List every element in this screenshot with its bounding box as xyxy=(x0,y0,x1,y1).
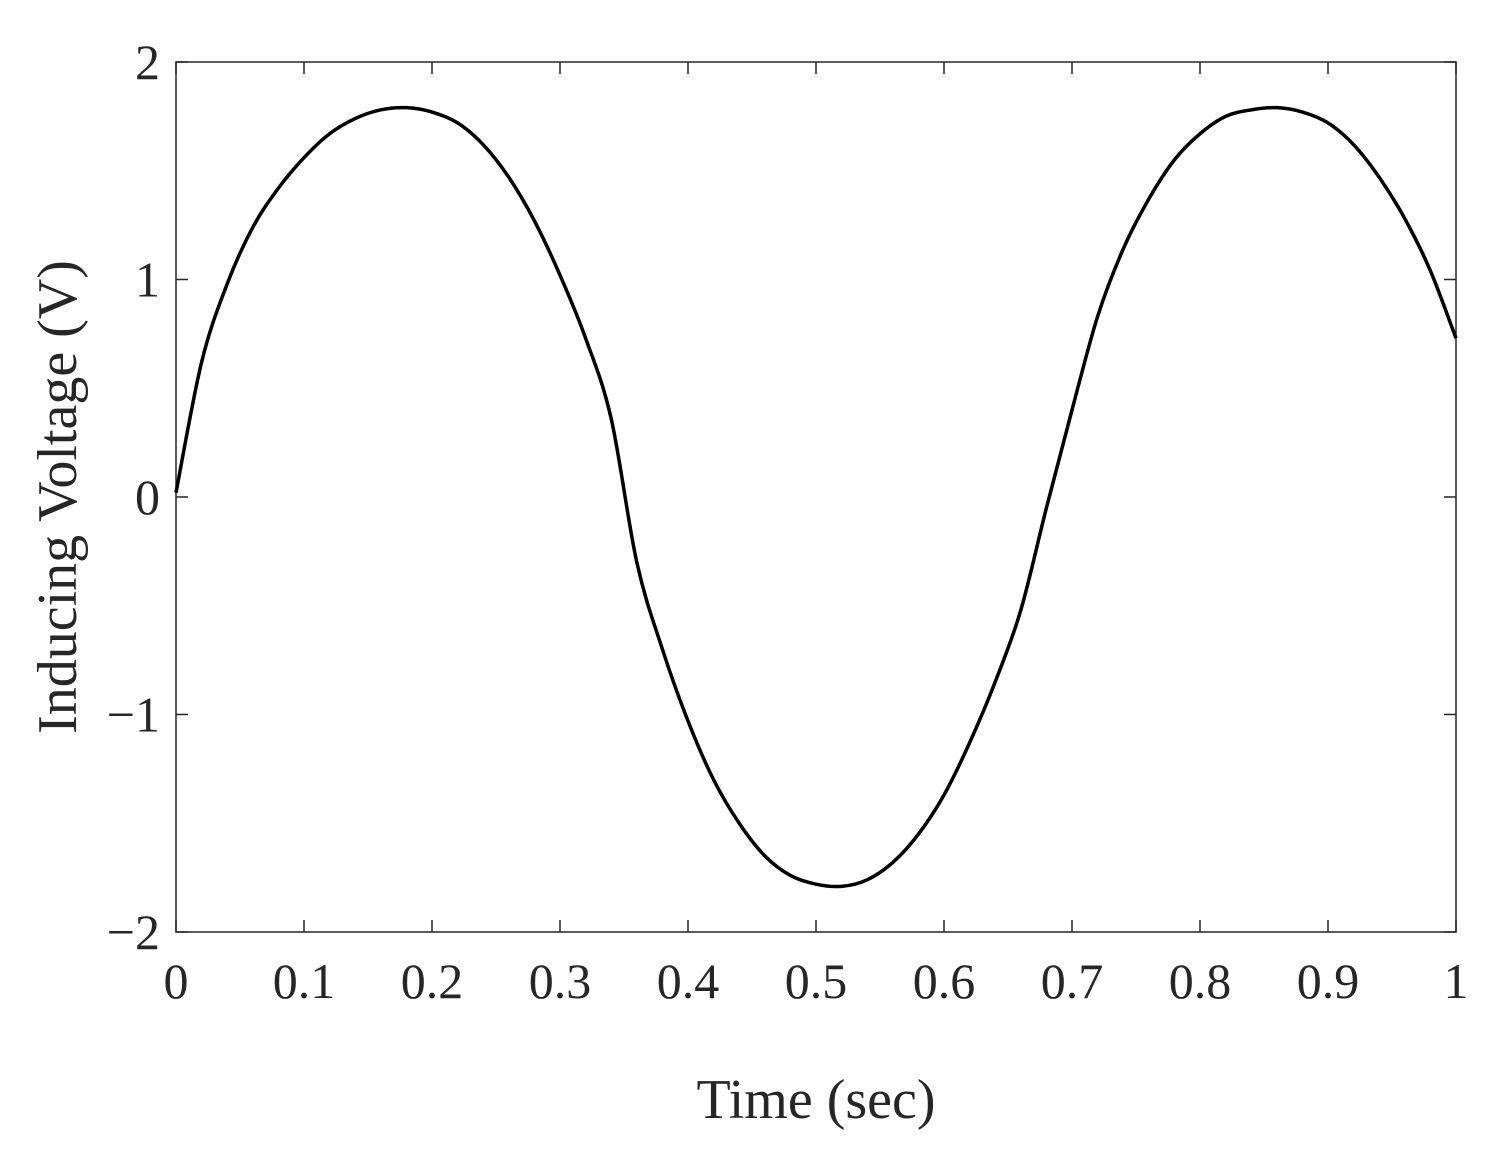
x-tick-label: 0.7 xyxy=(1041,953,1104,1009)
x-tick-label: 0.4 xyxy=(657,953,720,1009)
x-tick-label: 0.1 xyxy=(273,953,336,1009)
x-axis-label: Time (sec) xyxy=(696,1069,935,1131)
plot-frame xyxy=(175,61,1457,933)
ticks xyxy=(175,61,1457,933)
x-tick-labels: 0 0.1 0.2 0.3 0.4 0.5 0.6 0.7 0.8 0.9 1 xyxy=(164,953,1469,1009)
x-tick-label: 0.9 xyxy=(1297,953,1360,1009)
x-tick-label: 1 xyxy=(1444,953,1469,1009)
x-tick-label: 0.2 xyxy=(401,953,464,1009)
x-tick-label: 0.6 xyxy=(913,953,976,1009)
x-tick-label: 0.5 xyxy=(785,953,848,1009)
x-tick-label: 0.8 xyxy=(1169,953,1232,1009)
y-tick-label: 2 xyxy=(135,34,160,90)
x-tick-label: 0 xyxy=(164,953,189,1009)
y-tick-label: −1 xyxy=(107,687,160,743)
series-line xyxy=(174,105,1458,889)
y-tick-label: −2 xyxy=(107,904,160,960)
y-axis-label: Inducing Voltage (V) xyxy=(27,260,89,734)
y-tick-label: 0 xyxy=(135,469,160,525)
y-tick-labels: −2 −1 0 1 2 xyxy=(107,34,160,960)
x-tick-label: 0.3 xyxy=(529,953,592,1009)
y-tick-label: 1 xyxy=(135,252,160,308)
